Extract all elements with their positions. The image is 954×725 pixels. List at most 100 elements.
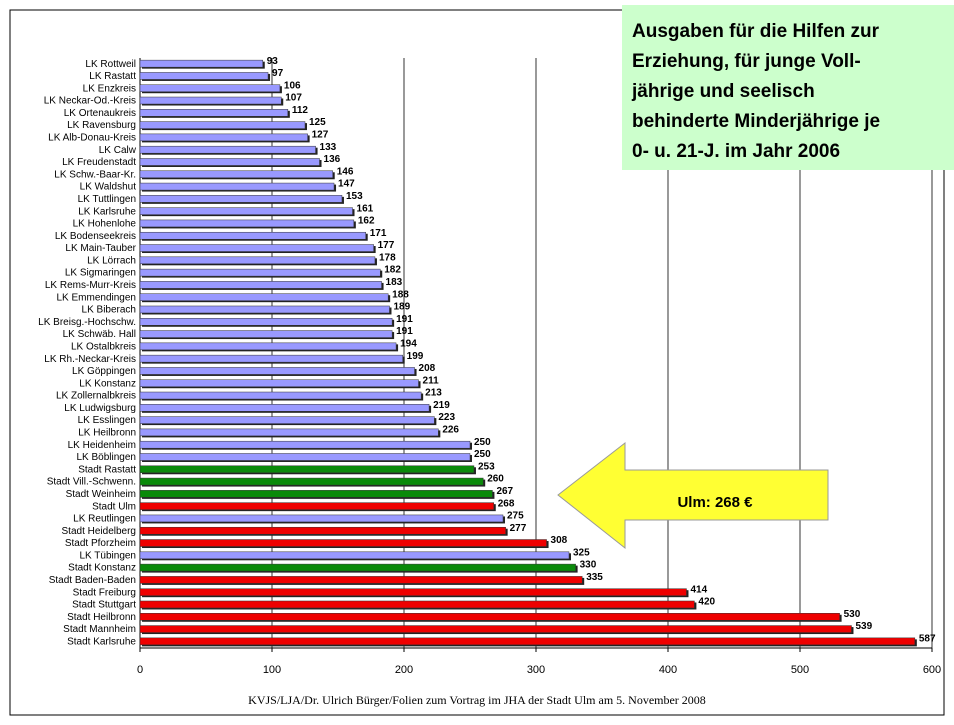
- value-label: 268: [498, 498, 515, 509]
- y-tick-label: Stadt Freiburg: [73, 587, 136, 598]
- title-line: Erziehung, für junge Voll-: [632, 51, 861, 72]
- y-tick-label: LK Main-Tauber: [65, 243, 136, 254]
- y-tick-label: LK Emmendingen: [57, 292, 137, 303]
- value-label: 267: [496, 486, 513, 497]
- bar: [139, 576, 583, 584]
- bar: [139, 195, 343, 203]
- value-label: 587: [919, 633, 936, 644]
- y-tick-label: LK Rastatt: [89, 71, 136, 82]
- bar: [139, 526, 506, 535]
- y-tick-label: LK Schwäb. Hall: [63, 329, 136, 340]
- y-tick-label: LK Heilbronn: [78, 428, 136, 439]
- bar: [139, 145, 316, 154]
- value-label: 177: [378, 240, 395, 251]
- y-tick-label: LK Karlsruhe: [78, 206, 136, 217]
- value-label: 420: [698, 597, 715, 608]
- value-label: 147: [338, 179, 355, 190]
- value-label: 191: [396, 326, 413, 337]
- bar: [139, 514, 504, 523]
- bar: [139, 563, 576, 572]
- plot: 0 100 200 300 400 500 600 LK Rottweil 93 LK Rasta…: [38, 56, 941, 676]
- value-label: 127: [312, 130, 329, 141]
- value-label: 182: [384, 265, 401, 276]
- value-label: 211: [423, 375, 440, 386]
- bar: [139, 600, 695, 609]
- bar: [139, 158, 320, 166]
- y-tick-label: LK Ravensburg: [67, 120, 136, 131]
- y-tick-label: LK Freudenstadt: [62, 157, 136, 168]
- value-label: 178: [379, 252, 396, 263]
- bar: [139, 440, 471, 449]
- y-tick-label: LK Waldshut: [80, 182, 137, 193]
- y-tick-label: LK Tuttlingen: [78, 194, 136, 205]
- footer: KVJS/LJA/Dr. Ulrich Bürger/Folien zum Vo…: [248, 693, 706, 707]
- bar: [139, 637, 916, 646]
- value-label: 277: [510, 523, 527, 534]
- value-label: 162: [358, 216, 375, 227]
- value-label: 330: [580, 560, 597, 571]
- y-tick-label: Stadt Heidelberg: [62, 526, 137, 537]
- bar: [139, 219, 355, 228]
- y-tick-label: LK Göppingen: [72, 366, 136, 377]
- bar: [139, 244, 374, 252]
- value-label: 93: [267, 56, 279, 67]
- y-tick-label: LK Neckar-Od.-Kreis: [44, 96, 136, 107]
- value-label: 171: [370, 228, 387, 239]
- bar: [139, 207, 353, 215]
- bar: [139, 502, 495, 510]
- value-label: 219: [433, 400, 450, 411]
- value-label: 223: [438, 412, 455, 423]
- y-tick-label: Stadt Karlsruhe: [67, 636, 136, 647]
- bar: [139, 539, 547, 547]
- y-tick-label: LK Ludwigsburg: [64, 403, 136, 414]
- bar: [139, 428, 439, 437]
- bar: [139, 84, 281, 92]
- bar: [139, 305, 390, 314]
- value-label: 189: [393, 302, 410, 313]
- bar: [139, 391, 422, 400]
- bar: [139, 170, 333, 179]
- y-tick-label: Stadt Vill.-Schwenn.: [47, 477, 136, 488]
- value-label: 125: [309, 117, 326, 128]
- y-tick-label: LK Zollernalbkreis: [56, 391, 136, 402]
- title: Ausgaben für die Hilfen zur Erziehung, fü…: [631, 21, 880, 162]
- y-tick-label: LK Böblingen: [77, 452, 137, 463]
- value-label: 250: [474, 437, 491, 448]
- bar: [139, 318, 393, 326]
- value-label: 335: [586, 572, 603, 583]
- value-label: 414: [690, 584, 707, 595]
- y-tick-label: Stadt Konstanz: [68, 563, 136, 574]
- y-tick-label: LK Alb-Donau-Kreis: [48, 133, 136, 144]
- y-tick-label: LK Lörrach: [87, 255, 136, 266]
- y-tick-label: Stadt Stuttgart: [72, 600, 136, 611]
- value-label: 183: [386, 277, 403, 288]
- value-label: 226: [442, 425, 459, 436]
- value-label: 194: [400, 338, 417, 349]
- bar: [139, 416, 435, 424]
- y-tick-label: LK Rottweil: [85, 59, 136, 70]
- bar: [139, 404, 430, 412]
- x-tick-label: 0: [137, 664, 143, 676]
- bar: [139, 109, 289, 117]
- value-label: 199: [407, 351, 424, 362]
- y-tick-label: LK Hohenlohe: [73, 219, 137, 230]
- bar: [139, 59, 264, 68]
- y-tick-label: Stadt Rastatt: [78, 464, 136, 475]
- x-tick-label: 200: [395, 664, 413, 676]
- arrow: [557, 441, 829, 550]
- y-tick-label: LK Tübingen: [79, 550, 136, 561]
- value-label: 250: [474, 449, 491, 460]
- value-label: 253: [478, 461, 495, 472]
- bar: [139, 256, 376, 265]
- value-label: 107: [285, 93, 302, 104]
- bar: [139, 293, 389, 301]
- bar: [139, 477, 484, 486]
- x-tick-label: 100: [263, 664, 281, 676]
- bar: [139, 96, 282, 105]
- y-tick-label: LK Ostalbkreis: [71, 341, 136, 352]
- title-line: jährige und seelisch: [631, 81, 815, 102]
- bar: [139, 490, 493, 498]
- y-tick-label: LK Esslingen: [78, 415, 136, 426]
- title-line: behinderte Minderjährige je: [632, 111, 880, 132]
